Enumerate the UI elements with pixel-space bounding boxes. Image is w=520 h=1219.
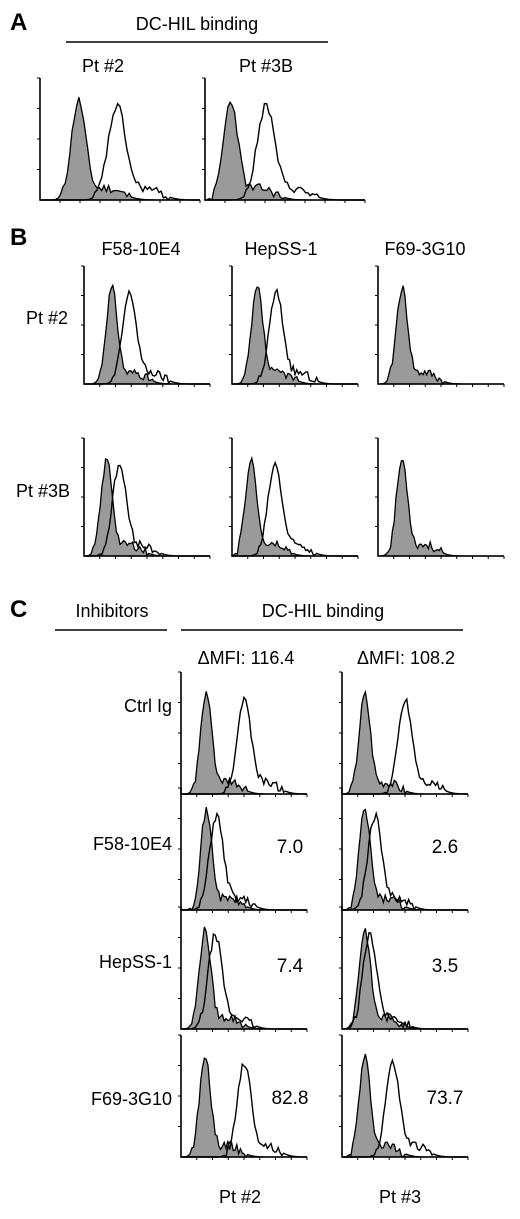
- panel-letter-c: C: [10, 596, 27, 623]
- isotype-control-peak: [232, 286, 358, 385]
- value-f69-pt3: 73.7: [427, 1088, 464, 1109]
- panel-a-col-pt3b: Pt #3B: [239, 56, 293, 76]
- value-f58-pt2: 7.0: [277, 837, 303, 858]
- histogram-c-f69-pt2: [178, 1034, 308, 1160]
- histogram-b-pt2-f58: [81, 265, 211, 387]
- histogram-b-pt3b-hepss: [229, 437, 359, 559]
- isotype-control-peak: [341, 808, 468, 911]
- isotype-control-peak: [181, 806, 307, 912]
- isotype-control-peak: [83, 457, 210, 557]
- dmfi-label-pt3: ΔMFI: 108.2: [357, 648, 455, 668]
- isotype-control-peak: [181, 691, 307, 795]
- value-hepss-pt2: 7.4: [277, 956, 304, 977]
- isotype-control-peak: [378, 460, 504, 557]
- histogram-c-ctrl-pt2: [178, 671, 308, 797]
- histogram-c-ctrl-pt3: [339, 671, 469, 797]
- panel-c-col-pt2: Pt #2: [219, 1187, 261, 1207]
- histogram-c-hepss-pt3: [339, 906, 469, 1032]
- plot-axes: [83, 438, 210, 557]
- histogram-b-pt2-f69: [375, 265, 505, 387]
- isotype-control-peak: [341, 689, 468, 795]
- histogram-c-f69-pt3: [339, 1034, 469, 1160]
- plot-axes: [204, 78, 365, 201]
- panel-b-row-pt2: Pt #2: [26, 308, 68, 328]
- panel-c-inhibitors-header: Inhibitors: [75, 601, 148, 621]
- isotype-control-peak: [204, 100, 365, 202]
- dmfi-label-pt2: ΔMFI: 116.4: [198, 648, 295, 668]
- histogram-b-pt3b-f69: [375, 437, 505, 559]
- plot-axes: [39, 78, 200, 201]
- plot-axes: [341, 907, 468, 1030]
- value-f58-pt3: 2.6: [432, 837, 458, 858]
- panel-letter-a: A: [10, 9, 27, 36]
- isotype-control-peak: [378, 285, 504, 386]
- panel-b-row-pt3b: Pt #3B: [16, 481, 70, 501]
- histogram-plots: [37, 77, 505, 1160]
- panel-b-col-f69: F69-3G10: [384, 239, 465, 259]
- isotype-control-peak: [181, 926, 307, 1030]
- histogram-b-pt2-hepss: [229, 265, 359, 387]
- value-f69-pt2: 82.8: [272, 1088, 309, 1109]
- plot-axes: [231, 266, 358, 385]
- plot-axes: [180, 1035, 307, 1158]
- plot-axes: [83, 266, 210, 385]
- panel-c-row-f69: F69-3G10: [91, 1089, 172, 1109]
- isotype-control-peak: [341, 928, 468, 1030]
- plot-axes: [377, 438, 504, 557]
- panel-letter-b: B: [10, 224, 27, 251]
- panel-b-col-hepss: HepSS-1: [244, 239, 317, 259]
- histogram-a-pt3b: [202, 77, 366, 203]
- plot-axes: [377, 266, 504, 385]
- panel-c-col-pt3: Pt #3: [379, 1187, 421, 1207]
- panel-a-col-pt2: Pt #2: [82, 56, 124, 76]
- panel-c-row-hepss: HepSS-1: [99, 952, 172, 972]
- panel-c-binding-header: DC-HIL binding: [262, 601, 384, 621]
- panel-c-row-ctrl: Ctrl Ig: [124, 696, 172, 716]
- plot-axes: [231, 438, 358, 557]
- histogram-b-pt3b-f58: [81, 437, 211, 559]
- panel-c-row-f58: F58-10E4: [93, 834, 172, 854]
- isotype-control-peak: [40, 97, 200, 201]
- plot-axes: [180, 907, 307, 1030]
- histogram-c-hepss-pt2: [178, 906, 308, 1032]
- isotype-control-peak: [231, 455, 358, 557]
- value-hepss-pt3: 3.5: [432, 956, 458, 977]
- panel-a-header: DC-HIL binding: [136, 14, 258, 34]
- plot-axes: [341, 1035, 468, 1158]
- panel-b-col-f58: F58-10E4: [101, 239, 180, 259]
- histogram-a-pt2: [37, 77, 201, 203]
